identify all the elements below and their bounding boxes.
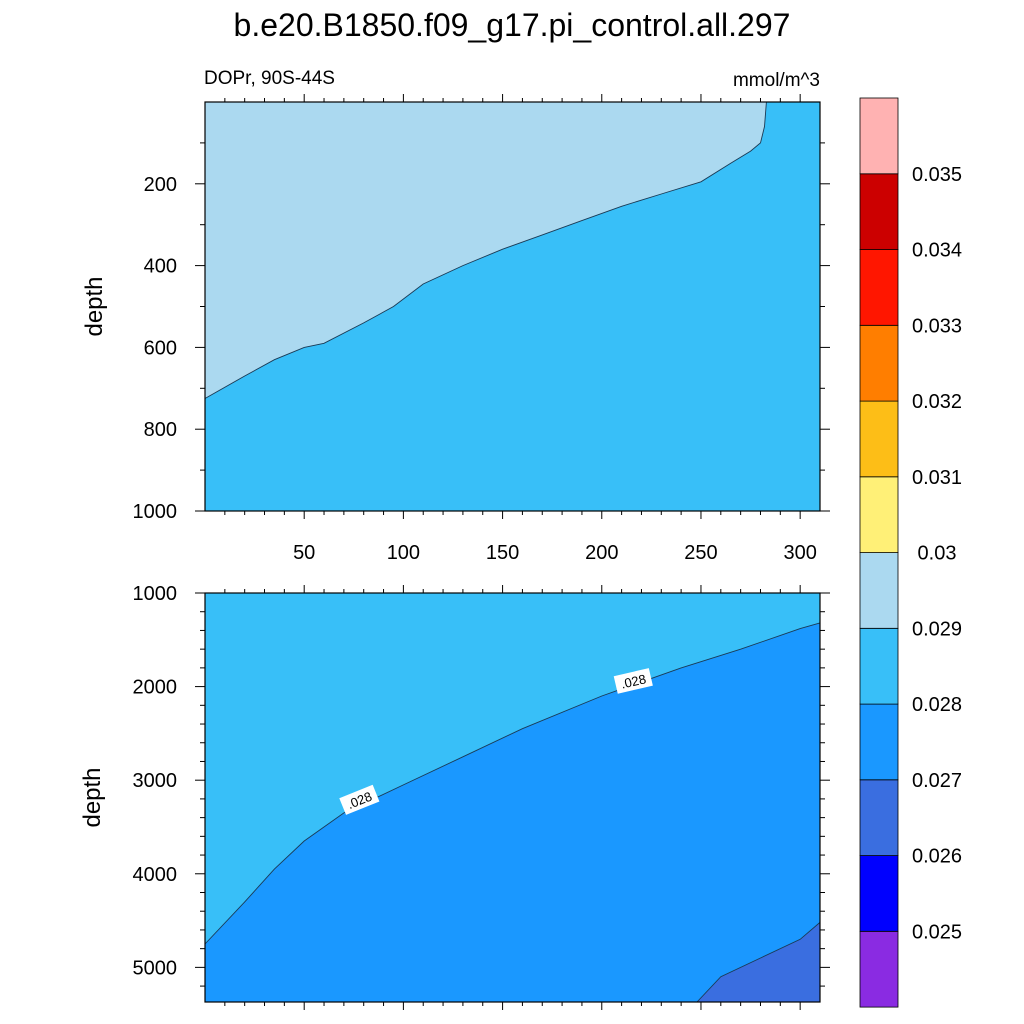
y-tick-label: 4000 (133, 864, 178, 886)
y-tick-label: 800 (144, 419, 177, 441)
colorbar-label: 0.028 (912, 694, 962, 716)
y-tick-label: 1000 (133, 583, 178, 605)
colorbar-label: 0.03 (918, 543, 957, 565)
colorbar-label: 0.026 (912, 846, 962, 868)
colorbar-swatch (859, 855, 899, 932)
x-tick-label: 100 (387, 542, 420, 564)
y-tick-label: 2000 (133, 677, 178, 699)
colorbar-label: 0.034 (912, 240, 962, 262)
colorbar-swatch (859, 400, 899, 478)
contour-line-029 (204, 101, 767, 399)
contour-line-027 (696, 922, 821, 1003)
low-fill-region (697, 922, 820, 1002)
contour-label: .028 (339, 784, 380, 815)
colorbar-swatch (859, 324, 899, 402)
colorbar: 0.025 0.026 0.027 0.028 0.029 0.03 0.031 0.032 0… (859, 97, 962, 1008)
colorbar-label: 0.025 (912, 921, 962, 943)
figure-title: b.e20.B1850.f09_g17.pi_control.all.297 (234, 7, 791, 43)
contour-label: .028 (613, 668, 653, 694)
colorbar-label: 0.027 (912, 770, 962, 792)
upper-depth-panel: 50 100 150 200 250 300 200 400 600 800 1000 depth (81, 94, 830, 564)
y-tick-label: 3000 (133, 770, 178, 792)
x-tick-label: 250 (684, 542, 717, 564)
colorbar-swatch (859, 249, 899, 326)
colorbar-swatch (859, 779, 899, 856)
colorbar-label: 0.029 (912, 618, 962, 640)
left-subtitle: DOPr, 90S-44S (204, 68, 335, 89)
colorbar-label: 0.035 (912, 164, 962, 186)
y-tick-label: 200 (144, 174, 177, 196)
y-tick-label: 600 (144, 337, 177, 359)
colorbar-label: 0.031 (912, 467, 962, 489)
colorbar-swatch (859, 930, 899, 1008)
contour-line-028 (204, 622, 821, 945)
contour-label-text: .028 (619, 671, 647, 691)
colorbar-label: 0.032 (912, 391, 962, 413)
y-tick-label: 400 (144, 256, 177, 278)
y-axis-label: depth (79, 767, 106, 827)
x-tick-label: 50 (293, 542, 315, 564)
colorbar-label: 0.033 (912, 315, 962, 337)
y-axis-label: depth (81, 276, 108, 336)
units-label: mmol/m^3 (733, 70, 820, 91)
plot-frame (204, 592, 821, 1003)
x-tick-label: 300 (783, 542, 816, 564)
mid-fill-region (205, 622, 820, 1002)
y-tick-label: 5000 (133, 957, 178, 979)
lower-depth-panel: .028 .028 1000 2000 3000 4000 5000 depth (79, 583, 830, 1010)
x-tick-label: 200 (585, 542, 618, 564)
colorbar-swatch (859, 627, 899, 705)
shallow-fill-region (205, 102, 767, 399)
x-tick-label: 150 (486, 542, 519, 564)
colorbar-swatch (859, 173, 899, 251)
y-tick-label: 1000 (133, 501, 178, 523)
colorbar-swatch (859, 97, 899, 175)
colorbar-swatch (859, 703, 899, 781)
contour-label-box (339, 784, 380, 815)
contour-label-box (613, 668, 653, 694)
colorbar-swatch (859, 552, 899, 629)
colorbar-swatch (859, 476, 899, 553)
